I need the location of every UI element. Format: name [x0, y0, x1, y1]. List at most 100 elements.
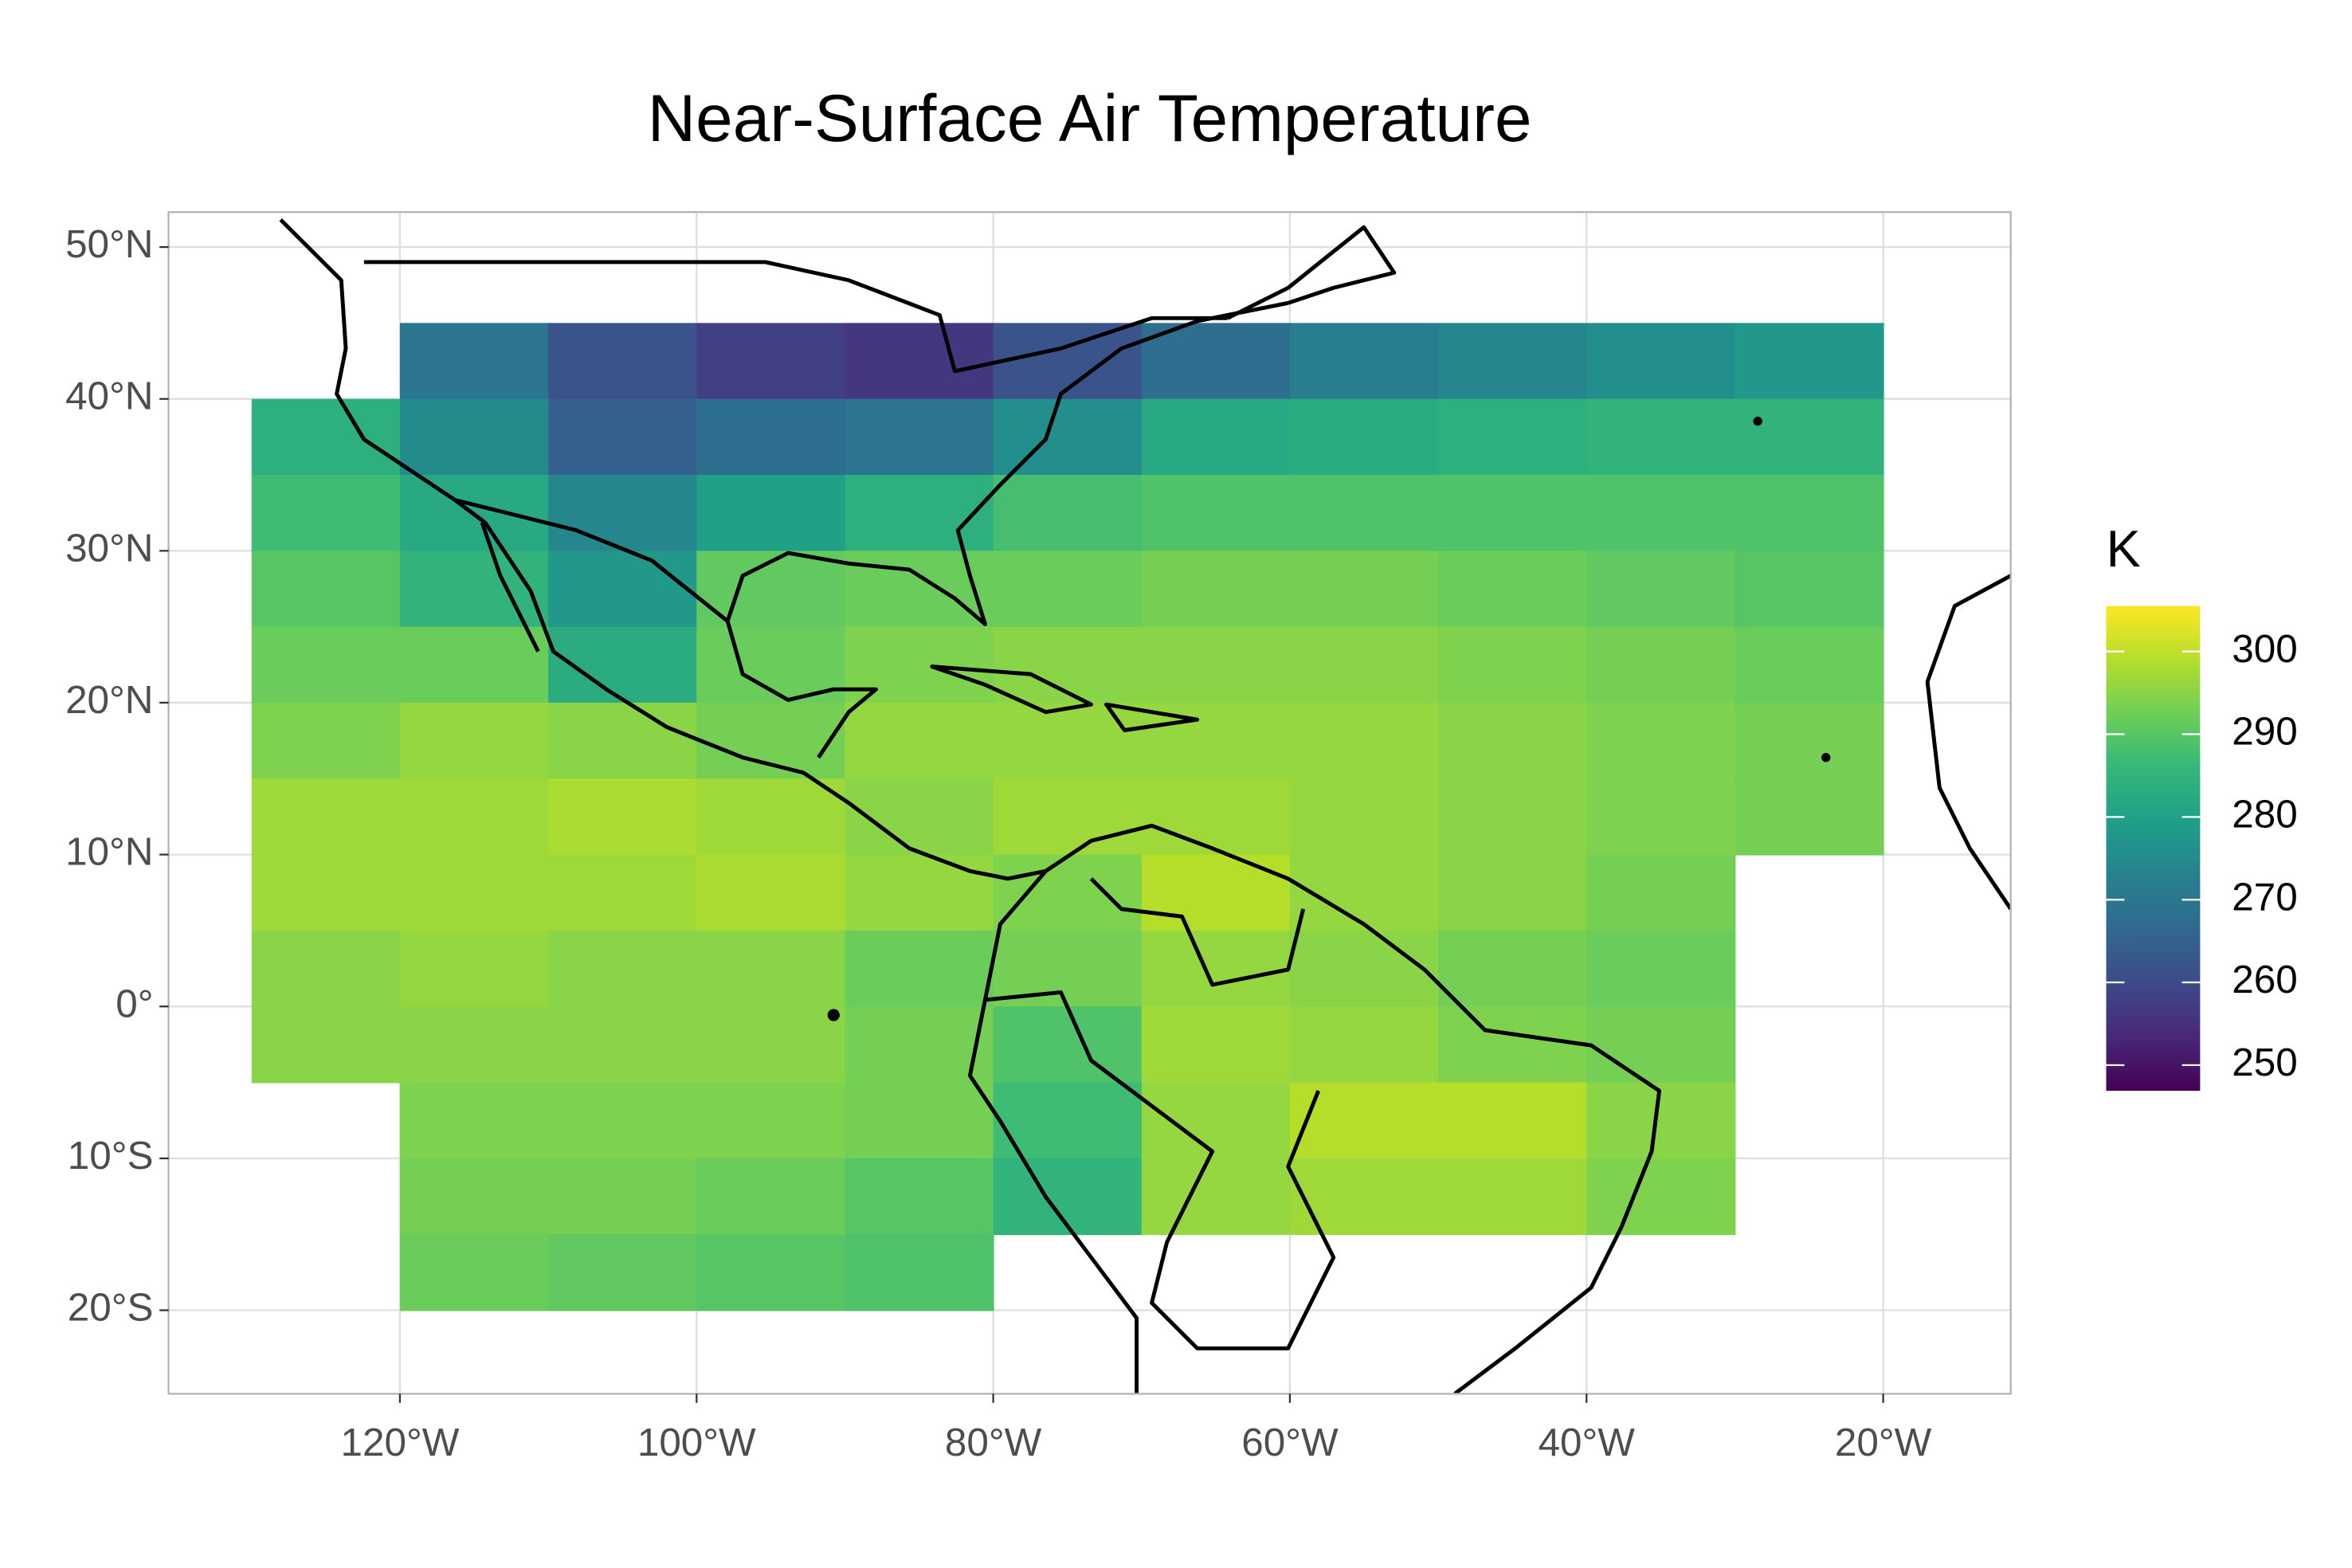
raster-cell	[548, 1158, 698, 1236]
y-tick-label: 20°S	[68, 1286, 154, 1330]
colorbar-tick-label: 290	[2232, 710, 2297, 754]
raster-cell	[1586, 474, 1736, 552]
y-tick-label: 0°	[116, 982, 153, 1025]
coastline	[480, 522, 540, 653]
raster-cell	[1438, 323, 1588, 400]
raster-cell	[696, 1006, 846, 1084]
raster-cell	[251, 474, 401, 552]
raster-cell	[1141, 323, 1291, 400]
raster-cell	[1141, 626, 1291, 704]
raster-cell	[1735, 551, 1884, 628]
y-tick-label: 20°N	[65, 678, 153, 722]
raster-cell	[1438, 930, 1588, 1008]
chart-title: Near-Surface Air Temperature	[648, 80, 1532, 155]
raster-cell	[1289, 930, 1440, 1008]
island	[1753, 416, 1762, 426]
border	[454, 498, 729, 623]
raster-cell	[1438, 1006, 1588, 1084]
raster-cell	[1438, 1158, 1588, 1236]
border	[1089, 877, 1306, 987]
raster-cell	[548, 930, 698, 1008]
y-tick-label: 50°N	[65, 222, 153, 266]
raster-cell	[1289, 702, 1440, 780]
raster-cell	[696, 1234, 846, 1311]
y-tick-label: 10°N	[65, 830, 153, 874]
raster-cell	[1586, 551, 1736, 628]
raster-cell	[251, 551, 401, 628]
raster-cell	[845, 474, 994, 552]
raster-cell	[399, 930, 550, 1008]
raster-cell	[696, 398, 846, 476]
raster-cell	[251, 398, 401, 476]
raster-cell	[251, 854, 401, 931]
island	[827, 1009, 840, 1021]
raster-cell	[399, 778, 550, 856]
raster-cell	[1438, 551, 1588, 628]
raster-cell	[845, 323, 994, 400]
raster-cell	[1586, 626, 1736, 704]
colorbar-ticks: 250 260 270 280 290 300	[2106, 627, 2298, 1084]
raster-cell	[548, 1082, 698, 1159]
coastline	[279, 218, 1046, 881]
border	[363, 260, 1228, 374]
raster-cell	[993, 778, 1143, 856]
raster-cell	[1586, 702, 1736, 780]
raster-cell	[1141, 854, 1291, 931]
island	[930, 664, 1093, 715]
raster-cell	[251, 778, 401, 856]
raster-cell	[548, 854, 698, 931]
raster-cell	[1735, 323, 1884, 400]
coastline	[967, 869, 1139, 1394]
raster-cell	[993, 930, 1143, 1008]
island	[1821, 753, 1831, 762]
raster-cell	[1141, 474, 1291, 552]
raster-cell	[845, 398, 994, 476]
raster-cell	[1289, 778, 1440, 856]
raster-cell	[845, 702, 994, 780]
raster-cell	[1438, 1082, 1588, 1159]
raster-cell	[1586, 778, 1736, 856]
raster-cell	[548, 398, 698, 476]
raster-cell	[696, 854, 846, 931]
raster-cell	[548, 323, 698, 400]
raster-cell	[399, 854, 550, 931]
raster-cell	[1586, 398, 1736, 476]
raster-cell	[845, 551, 994, 628]
raster-cell	[845, 1082, 994, 1159]
raster-cell	[1289, 474, 1440, 552]
x-tick-label: 80°W	[945, 1421, 1042, 1464]
coastline	[725, 300, 1289, 759]
raster-cell	[993, 702, 1143, 780]
raster-cell	[399, 398, 550, 476]
raster-cell	[1141, 398, 1291, 476]
raster-cell	[1438, 626, 1588, 704]
raster-cell	[1735, 474, 1884, 552]
raster-cell	[1735, 626, 1884, 704]
raster-cell	[1735, 398, 1884, 476]
raster-cell	[1141, 1158, 1291, 1236]
coastline	[1925, 574, 2011, 911]
raster-cell	[696, 930, 846, 1008]
raster-cell	[993, 1006, 1143, 1084]
raster	[251, 323, 1884, 1311]
raster-cell	[1289, 1006, 1440, 1084]
raster-cell	[993, 1082, 1143, 1159]
coastline	[1226, 225, 1397, 320]
raster-cell	[399, 1006, 550, 1084]
x-tick-label: 60°W	[1241, 1421, 1339, 1464]
colorbar	[2106, 606, 2201, 1092]
raster-cell	[1586, 323, 1736, 400]
raster-cell	[399, 1234, 550, 1311]
raster-cell	[1289, 551, 1440, 628]
raster-cell	[1438, 474, 1588, 552]
x-tick-label: 20°W	[1835, 1421, 1932, 1464]
raster-cell	[251, 930, 401, 1008]
raster-cell	[1438, 702, 1588, 780]
colorbar-tick-label: 300	[2232, 627, 2297, 671]
raster-cell	[399, 702, 550, 780]
raster-cell	[993, 474, 1143, 552]
raster-cell	[1438, 854, 1588, 931]
raster-cell	[399, 323, 550, 400]
raster-cell	[845, 854, 994, 931]
